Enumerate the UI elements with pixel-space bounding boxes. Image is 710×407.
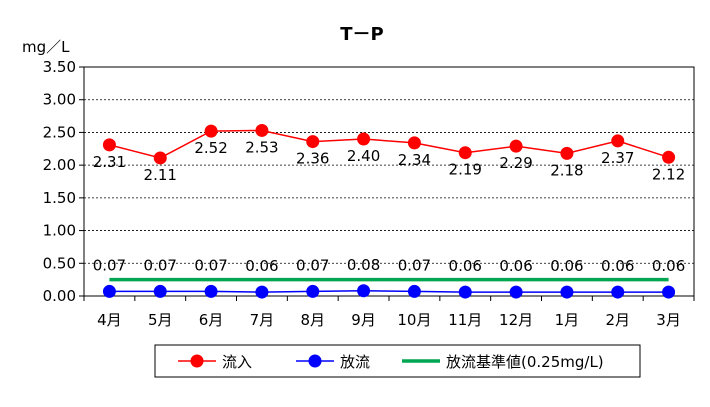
legend-item-outflow-label: 放流 xyxy=(340,353,370,371)
y-axis-unit-label: mg／L xyxy=(22,38,70,56)
legend-item-standard-label: 放流基準値(0.25mg/L) xyxy=(446,353,604,371)
legend-item-inflow-label: 流入 xyxy=(222,353,252,371)
outflow-point xyxy=(560,285,574,299)
legend-item-inflow-marker xyxy=(190,354,204,368)
x-tick-label: 3月 xyxy=(656,311,681,329)
legend-item-outflow-marker xyxy=(308,354,322,368)
inflow-point xyxy=(204,124,218,138)
inflow-data-label: 2.18 xyxy=(550,161,583,179)
y-tick-label: 1.50 xyxy=(43,189,76,207)
inflow-data-label: 2.53 xyxy=(245,138,278,156)
inflow-point xyxy=(306,135,320,149)
inflow-point xyxy=(509,139,523,153)
x-tick-label: 2月 xyxy=(605,311,630,329)
outflow-point xyxy=(255,285,269,299)
x-tick-label: 4月 xyxy=(97,311,122,329)
inflow-data-label: 2.34 xyxy=(398,151,431,169)
outflow-data-label: 0.06 xyxy=(499,257,532,275)
x-tick-label: 10月 xyxy=(397,311,431,329)
series-line-outflow xyxy=(109,290,669,293)
x-tick-label: 11月 xyxy=(448,311,482,329)
x-tick-label: 7月 xyxy=(250,311,275,329)
y-tick-label: 1.00 xyxy=(43,222,76,240)
outflow-data-label: 0.06 xyxy=(449,257,482,275)
series: 2.31 2.11 2.52 2.53 2.36 2.40 2.34 2.19 2.29 2.18… xyxy=(93,123,685,299)
outflow-data-label: 0.06 xyxy=(652,257,685,275)
outflow-data-label: 0.07 xyxy=(398,256,431,274)
inflow-point xyxy=(611,134,625,148)
inflow-point xyxy=(662,150,676,164)
inflow-point xyxy=(560,146,574,160)
inflow-point xyxy=(407,136,421,150)
x-tick-label: 1月 xyxy=(555,311,580,329)
outflow-data-label: 0.07 xyxy=(194,256,227,274)
inflow-data-label: 2.37 xyxy=(601,149,634,167)
outflow-point xyxy=(611,285,625,299)
outflow-point xyxy=(102,284,116,298)
x-tick-label: 5月 xyxy=(148,311,173,329)
series-line-inflow xyxy=(109,129,669,159)
inflow-data-label: 2.29 xyxy=(499,154,532,172)
y-tick-label: 3.00 xyxy=(43,91,76,109)
outflow-data-label: 0.06 xyxy=(245,257,278,275)
outflow-point xyxy=(458,285,472,299)
outflow-data-label: 0.07 xyxy=(296,256,329,274)
inflow-point xyxy=(458,146,472,160)
x-tick-label: 9月 xyxy=(351,311,376,329)
chart-title: T－P xyxy=(340,24,383,45)
outflow-point xyxy=(204,284,218,298)
legend-box xyxy=(154,344,641,378)
inflow-data-label: 2.52 xyxy=(194,139,227,157)
x-tick-label: 8月 xyxy=(300,311,325,329)
outflow-data-label: 0.07 xyxy=(93,256,126,274)
inflow-point xyxy=(153,151,167,165)
outflow-point xyxy=(153,284,167,298)
y-tick-label: 0.00 xyxy=(43,287,76,305)
inflow-data-label: 2.40 xyxy=(347,147,380,165)
inflow-data-label: 2.36 xyxy=(296,150,329,168)
y-tick-label: 0.50 xyxy=(43,254,76,272)
inflow-data-label: 2.31 xyxy=(93,153,126,171)
x-tick-label: 12月 xyxy=(499,311,533,329)
inflow-data-label: 2.12 xyxy=(652,165,685,183)
gridlines xyxy=(84,99,694,264)
legend: 流入 放流 放流基準値(0.25mg/L) xyxy=(154,344,641,378)
outflow-point xyxy=(357,284,371,298)
inflow-data-label: 2.19 xyxy=(449,161,482,179)
outflow-data-label: 0.08 xyxy=(347,256,380,274)
outflow-point xyxy=(509,285,523,299)
outflow-point xyxy=(306,284,320,298)
inflow-point xyxy=(357,132,371,146)
outflow-data-label: 0.06 xyxy=(601,257,634,275)
axes: 0.00 0.50 1.00 1.50 2.00 2.50 3.00 3.50 4月 5月 6月 7月… xyxy=(43,58,695,329)
outflow-point xyxy=(662,285,676,299)
outflow-point xyxy=(407,284,421,298)
x-tick-label: 6月 xyxy=(199,311,224,329)
outflow-data-label: 0.06 xyxy=(550,257,583,275)
inflow-data-label: 2.11 xyxy=(144,166,177,184)
y-tick-label: 2.50 xyxy=(43,123,76,141)
outflow-data-label: 0.07 xyxy=(144,256,177,274)
y-tick-label: 3.50 xyxy=(43,58,76,76)
inflow-point xyxy=(102,138,116,152)
y-tick-label: 2.00 xyxy=(43,156,76,174)
inflow-point xyxy=(255,123,269,137)
